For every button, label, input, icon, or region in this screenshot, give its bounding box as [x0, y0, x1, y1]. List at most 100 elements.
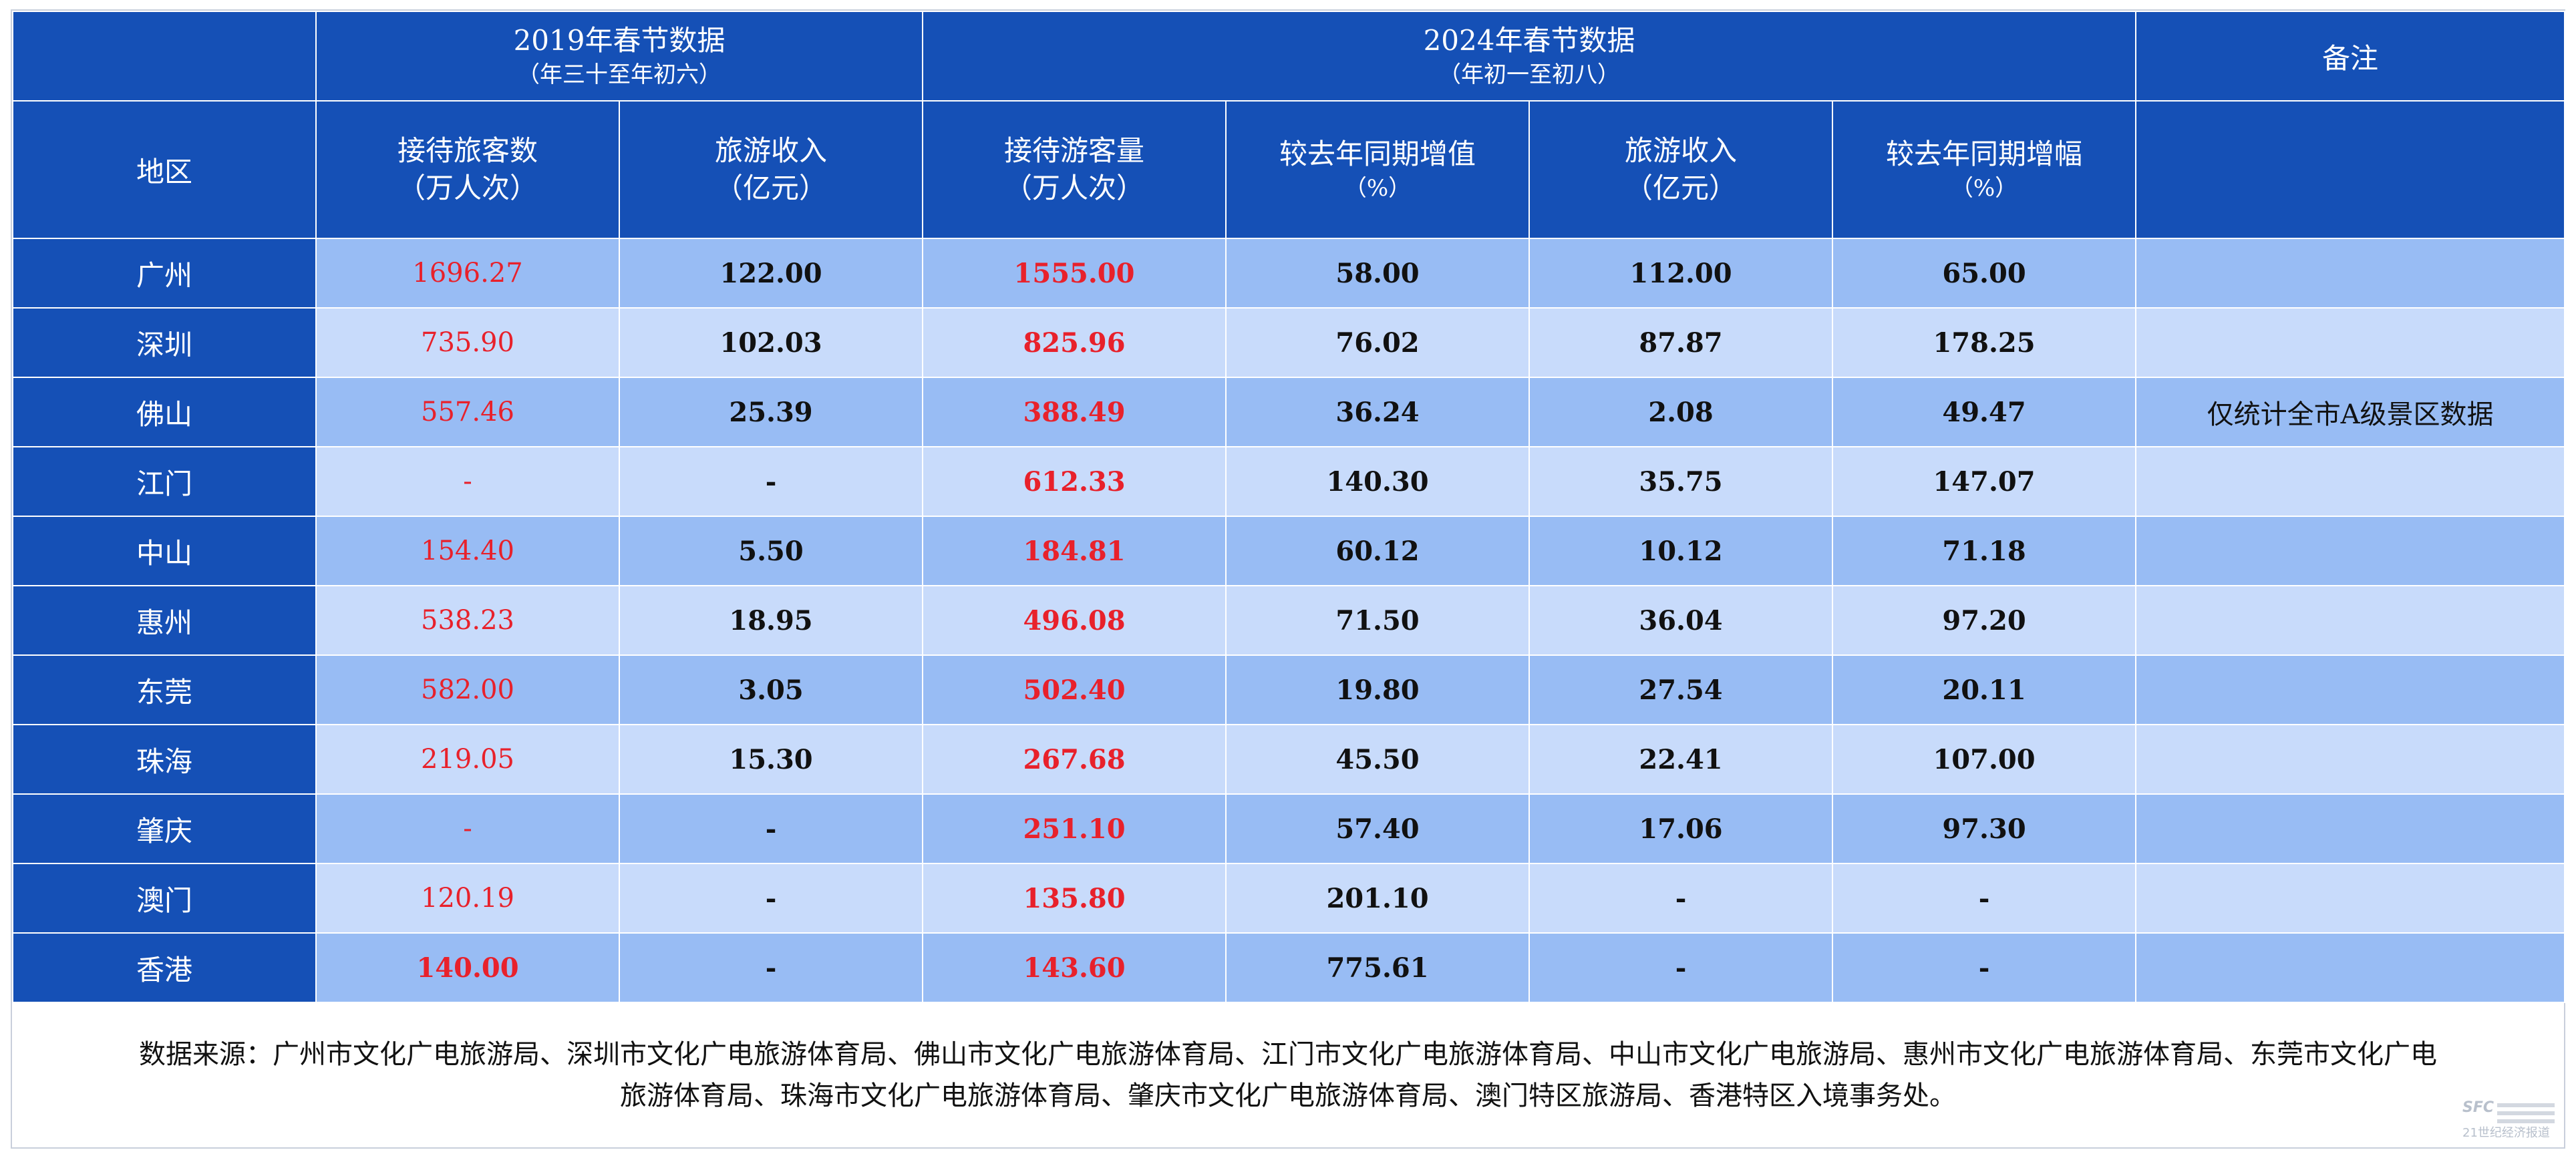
cell-visitors-2024: 135.80	[922, 863, 1227, 934]
cell-visitors-2024: 825.96	[922, 307, 1227, 378]
cell-visitors-growth: 58.00	[1225, 238, 1531, 309]
header-col-unit: （万人次）	[1004, 172, 1145, 204]
cell-visitors-2019: 538.23	[315, 585, 620, 656]
cell-revenue-2024: 10.12	[1528, 516, 1834, 586]
cell-revenue-growth: 65.00	[1832, 238, 2137, 309]
publisher-logo: SFC 21世纪经济报道	[2462, 1099, 2556, 1141]
header-col-title: 较去年同期增值	[1279, 138, 1476, 170]
table-row: 江门 - -612.33 140.30 35.75 147.07	[12, 446, 2566, 517]
header-remarks: 备注	[2135, 11, 2566, 102]
header-group-2024: 2024年春节数据 （年初一至初八）	[922, 11, 2137, 102]
header-group-2019: 2019年春节数据 （年三十至年初六）	[315, 11, 924, 102]
cell-revenue-2019: 15.30	[618, 724, 924, 795]
table-row: 澳门 120.19-135.80 201.10- -	[12, 863, 2566, 934]
cell-region: 中山	[12, 516, 317, 586]
table-row: 香港 140.00-143.60 775.61- -	[12, 932, 2566, 1003]
data-source-text: 数据来源：广州市文化广电旅游局、深圳市文化广电旅游体育局、佛山市文化广电旅游体育…	[139, 1034, 2437, 1117]
cell-visitors-growth: 71.50	[1225, 585, 1531, 656]
cell-revenue-2019: -	[618, 863, 924, 934]
cell-visitors-growth: 36.24	[1225, 377, 1531, 447]
cell-revenue-2024: 22.41	[1528, 724, 1834, 795]
cell-revenue-2024: 2.08	[1528, 377, 1834, 447]
cell-revenue-2024: 17.06	[1528, 793, 1834, 864]
cell-visitors-2024: 184.81	[922, 516, 1227, 586]
cell-visitors-growth: 775.61	[1225, 932, 1531, 1003]
cell-visitors-growth: 76.02	[1225, 307, 1531, 378]
header-col-unit: （亿元）	[1625, 172, 1738, 204]
header-region: 地区	[12, 100, 317, 239]
cell-visitors-2019: 557.46	[315, 377, 620, 447]
cell-region: 东莞	[12, 654, 317, 725]
cell-visitors-2019: 154.40	[315, 516, 620, 586]
cell-note: 仅统计全市A级景区数据	[2135, 377, 2566, 447]
cell-revenue-2024: -	[1528, 863, 1834, 934]
cell-note	[2135, 724, 2566, 795]
cell-visitors-2024: 251.10	[922, 793, 1227, 864]
header-col-title: 旅游收入	[1625, 134, 1738, 167]
cell-note	[2135, 516, 2566, 586]
cell-visitors-2024: 388.49	[922, 377, 1227, 447]
cell-visitors-2024: 1555.00	[922, 238, 1227, 309]
spring-festival-tourism-table: 2019年春节数据 （年三十至年初六） 2024年春节数据 （年初一至初八） 备…	[12, 11, 2566, 1003]
cell-visitors-2024: 502.40	[922, 654, 1227, 725]
cell-visitors-2019: 120.19	[315, 863, 620, 934]
cell-revenue-2019: 25.39	[618, 377, 924, 447]
cell-visitors-2019: 1696.27	[315, 238, 620, 309]
cell-visitors-growth: 201.10	[1225, 863, 1531, 934]
cell-visitors-growth: 140.30	[1225, 446, 1531, 517]
header-col-revenue-2024: 旅游收入 （亿元）	[1528, 100, 1834, 239]
publisher-logo-lines	[2497, 1103, 2555, 1127]
table-row: 肇庆 - -251.10 57.40 17.06 97.30	[12, 793, 2566, 864]
cell-region: 江门	[12, 446, 317, 517]
cell-visitors-growth: 57.40	[1225, 793, 1531, 864]
cell-visitors-growth: 60.12	[1225, 516, 1531, 586]
cell-revenue-2019: -	[618, 932, 924, 1003]
cell-region: 澳门	[12, 863, 317, 934]
cell-revenue-2024: 35.75	[1528, 446, 1834, 517]
cell-visitors-2019: -	[315, 793, 620, 864]
table-row: 东莞 582.00 3.05 502.40 19.80 27.54 20.11	[12, 654, 2566, 725]
cell-revenue-2019: 18.95	[618, 585, 924, 656]
cell-visitors-2019: 582.00	[315, 654, 620, 725]
table-row: 惠州 538.23 18.95 496.08 71.50 36.04 97.20	[12, 585, 2566, 656]
cell-visitors-growth: 45.50	[1225, 724, 1531, 795]
cell-visitors-2019: -	[315, 446, 620, 517]
header-col-unit: （%）	[1950, 175, 2018, 202]
cell-note	[2135, 863, 2566, 934]
cell-visitors-2024: 612.33	[922, 446, 1227, 517]
header-group-2024-subtitle: （年初一至初八）	[1438, 61, 1621, 88]
cell-note	[2135, 238, 2566, 309]
cell-note	[2135, 793, 2566, 864]
header-col-visitors-2024: 接待游客量 （万人次）	[922, 100, 1227, 239]
header-col-visitors-growth: 较去年同期增值 （%）	[1225, 100, 1531, 239]
cell-revenue-2019: 3.05	[618, 654, 924, 725]
cell-revenue-growth: 71.18	[1832, 516, 2137, 586]
cell-revenue-2019: 102.03	[618, 307, 924, 378]
cell-revenue-2024: 112.00	[1528, 238, 1834, 309]
header-col-title: 较去年同期增幅	[1886, 138, 2083, 170]
header-corner	[12, 11, 317, 102]
header-col-title: 接待游客量	[1004, 134, 1145, 167]
cell-region: 香港	[12, 932, 317, 1003]
cell-revenue-growth: 97.30	[1832, 793, 2137, 864]
cell-note	[2135, 654, 2566, 725]
cell-note	[2135, 585, 2566, 656]
cell-visitors-2024: 143.60	[922, 932, 1227, 1003]
table-row: 中山 154.40 5.50 184.81 60.12 10.12 71.18	[12, 516, 2566, 586]
cell-revenue-growth: 147.07	[1832, 446, 2137, 517]
cell-revenue-2019: 122.00	[618, 238, 924, 309]
cell-visitors-2024: 267.68	[922, 724, 1227, 795]
cell-region: 肇庆	[12, 793, 317, 864]
table-row: 珠海 219.05 15.30 267.68 45.50 22.41 107.00	[12, 724, 2566, 795]
cell-visitors-2019: 219.05	[315, 724, 620, 795]
cell-region: 惠州	[12, 585, 317, 656]
cell-revenue-2024: -	[1528, 932, 1834, 1003]
header-col-revenue-2019: 旅游收入 （亿元）	[618, 100, 924, 239]
cell-revenue-2019: -	[618, 793, 924, 864]
cell-note	[2135, 446, 2566, 517]
cell-region: 佛山	[12, 377, 317, 447]
header-col-visitors-2019: 接待旅客数 （万人次）	[315, 100, 620, 239]
cell-visitors-2024: 496.08	[922, 585, 1227, 656]
cell-revenue-2019: -	[618, 446, 924, 517]
cell-revenue-growth: 107.00	[1832, 724, 2137, 795]
